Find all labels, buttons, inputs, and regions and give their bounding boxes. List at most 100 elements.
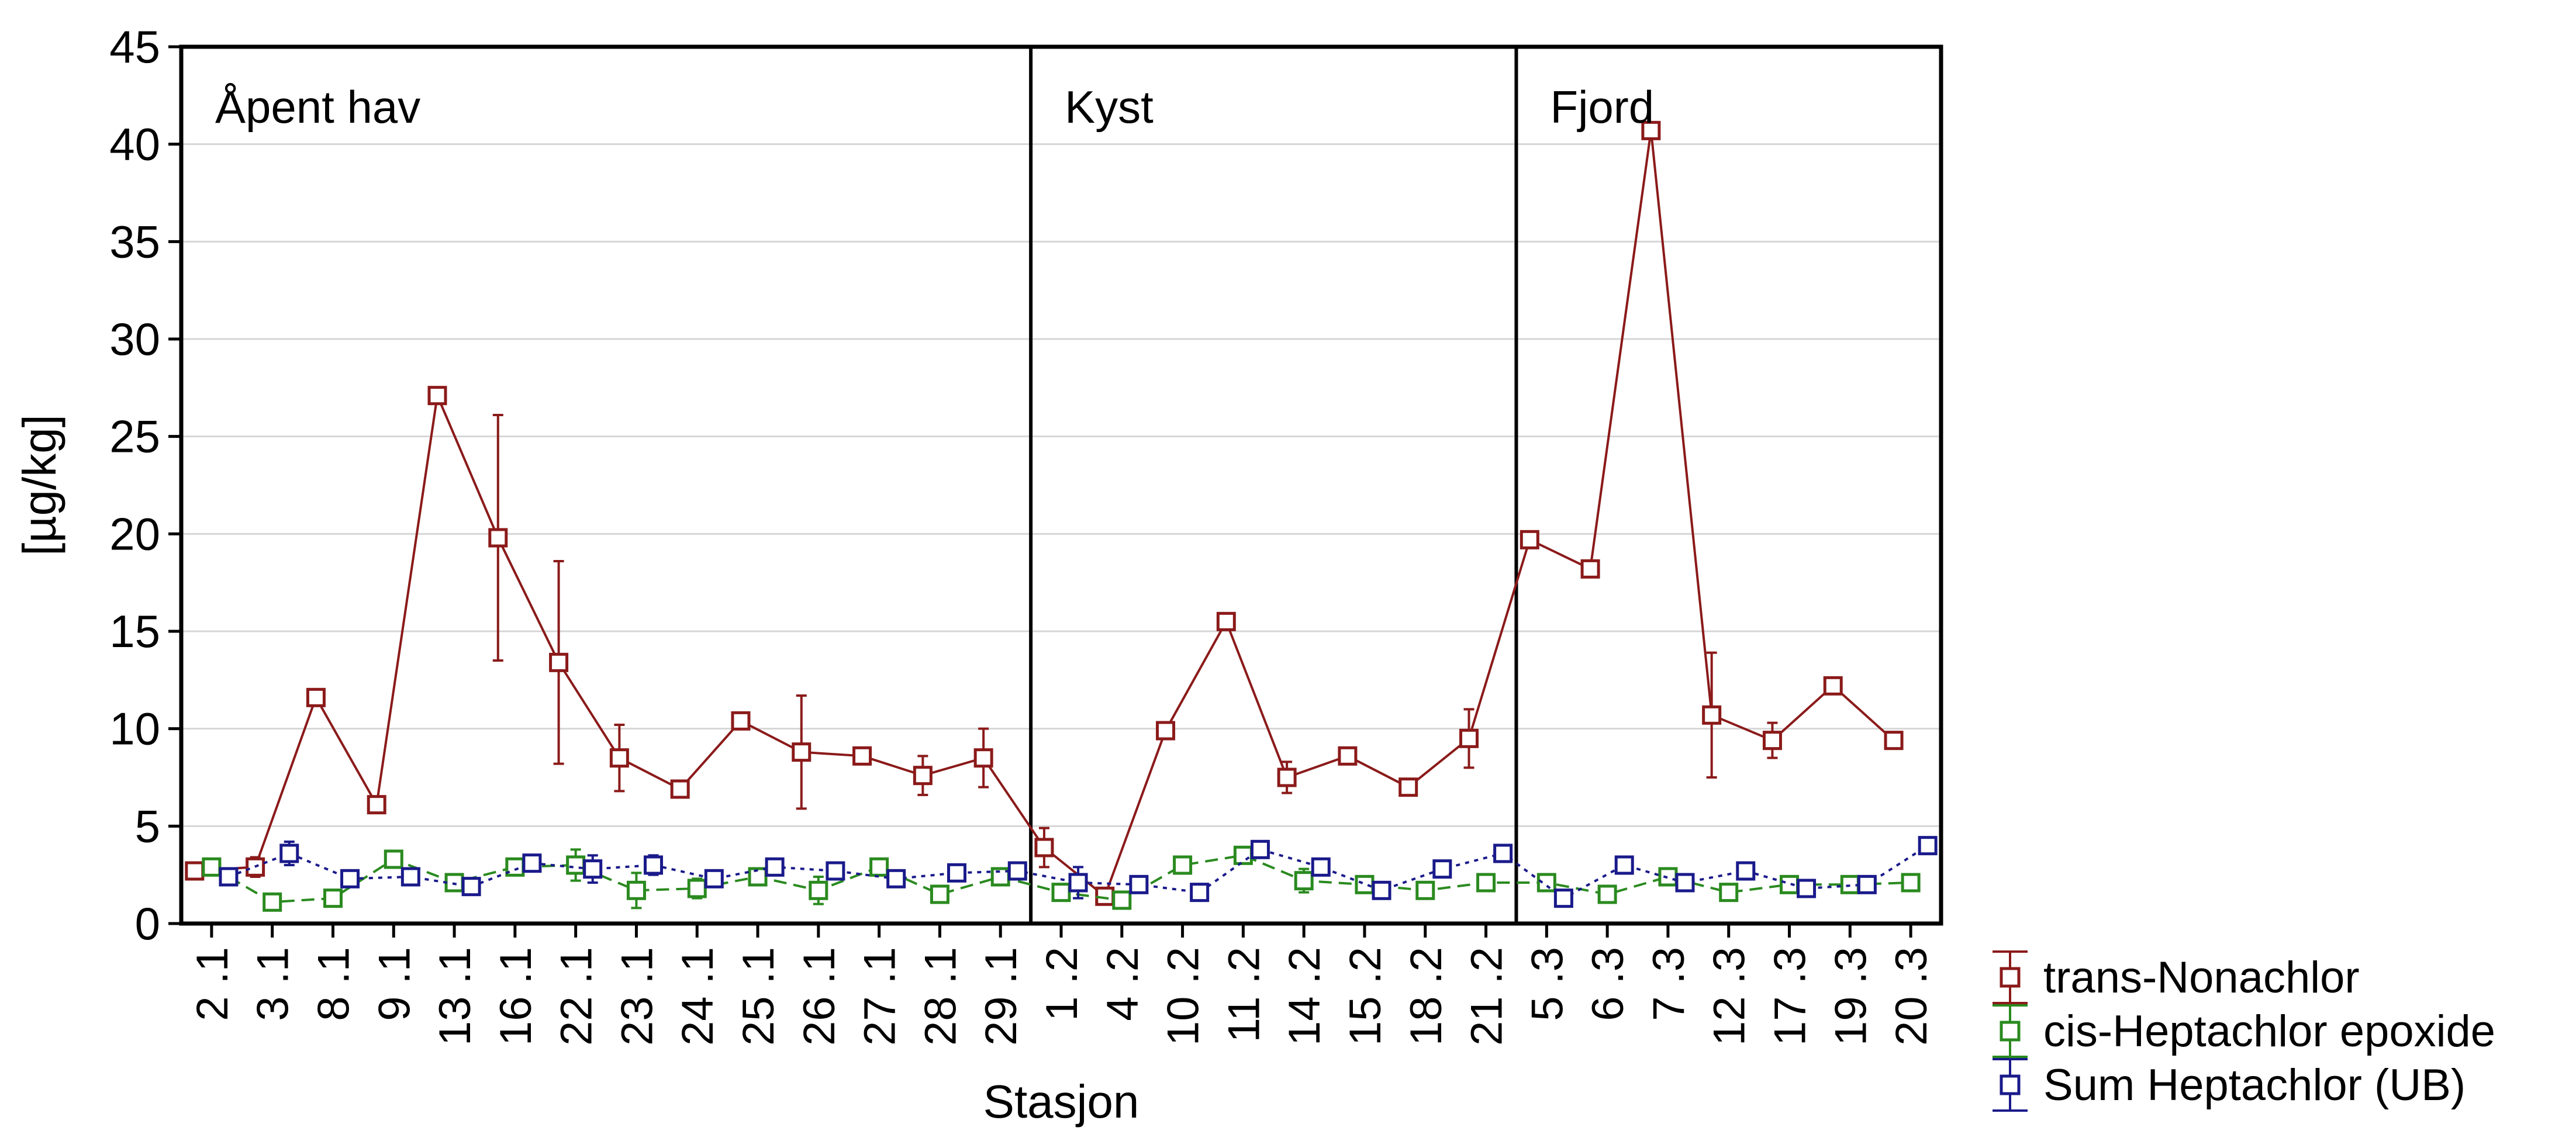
data-point: [1823, 676, 1843, 696]
data-point: [1338, 746, 1358, 766]
data-point: [609, 748, 629, 768]
data-point: [1051, 883, 1071, 903]
x-tick-label: 17 .3: [1766, 947, 1815, 1046]
data-point: [869, 857, 889, 877]
x-tick-label: 12 .3: [1705, 947, 1755, 1046]
region-label: Åpent hav: [215, 81, 420, 133]
x-tick-label: 26 .1: [795, 947, 844, 1046]
x-tick-label: 28 .1: [916, 947, 965, 1046]
y-tick-label: 30: [109, 313, 160, 365]
x-tick-label: 2 .1: [188, 947, 237, 1021]
x-tick-label: 25 .1: [734, 947, 783, 1046]
data-point: [1476, 873, 1496, 893]
y-tick-label: 15: [109, 606, 160, 657]
x-tick-label: 6 .3: [1583, 947, 1633, 1021]
data-point: [1918, 836, 1938, 856]
data-point: [1216, 611, 1236, 631]
data-point: [306, 687, 326, 707]
data-point: [947, 863, 966, 883]
x-tick-label: 16 .1: [491, 947, 541, 1046]
region-label: Kyst: [1065, 81, 1154, 133]
x-tick-label: 9 .1: [370, 947, 419, 1021]
data-point: [1129, 874, 1149, 894]
data-point: [886, 869, 906, 888]
data-point: [488, 528, 508, 548]
x-tick-label: 11 .2: [1219, 947, 1269, 1042]
y-tick-label: 20: [109, 508, 160, 559]
data-point: [1112, 890, 1132, 910]
data-point: [1658, 867, 1678, 887]
data-point: [1762, 731, 1782, 751]
x-tick-label: 14 .2: [1280, 947, 1330, 1046]
x-tick-label: 20 .3: [1887, 947, 1936, 1046]
data-point: [1553, 888, 1573, 908]
legend-marker: [2000, 1074, 2021, 1095]
data-point: [384, 849, 403, 869]
data-point: [1901, 873, 1921, 893]
data-point: [930, 884, 949, 904]
region-separators: [1029, 47, 1518, 924]
data-point: [1294, 871, 1314, 891]
region-label: Fjord: [1550, 81, 1654, 133]
data-point: [1614, 855, 1634, 875]
legend-marker: [2000, 1021, 2021, 1042]
data-point: [809, 880, 828, 900]
grid-lines: [181, 143, 1941, 827]
legend-label: Sum Heptachlor (UB): [2043, 1060, 2465, 1110]
data-point: [973, 748, 993, 768]
legend-label: cis-Heptachlor epoxide: [2043, 1007, 2495, 1056]
data-point: [1007, 861, 1027, 881]
data-point: [427, 386, 447, 406]
data-point: [185, 861, 205, 881]
data-point: [1311, 857, 1331, 877]
data-point: [367, 795, 386, 815]
x-tick-label: 19 .3: [1826, 947, 1876, 1046]
x-tick-label: 22 .1: [552, 947, 602, 1046]
data-point: [461, 877, 481, 897]
data-point: [1702, 705, 1722, 725]
data-point: [687, 879, 707, 898]
x-tick-label: 4 .2: [1098, 947, 1148, 1021]
region-labels: Åpent hav Kyst Fjord: [215, 81, 1654, 133]
data-point: [913, 766, 933, 786]
y-tick-label: 0: [135, 898, 160, 949]
x-tick-label: 10 .2: [1159, 947, 1208, 1046]
y-tick-label: 25: [109, 411, 160, 462]
data-point: [792, 742, 812, 762]
data-point: [1580, 559, 1600, 579]
y-tick-label: 5: [135, 800, 160, 852]
data-point: [1173, 855, 1193, 875]
x-axis: 2 .1 3 .1 8 .1 9 .1 13 .1 16 .1 22 .1 23 .1 24 .…: [188, 924, 1936, 1046]
legend-marker: [2000, 967, 2021, 988]
y-axis-title: [µg/kg]: [13, 414, 65, 556]
data-point: [1719, 883, 1739, 903]
y-tick-label: 45: [109, 21, 160, 72]
data-point: [583, 859, 603, 879]
data-point: [1399, 777, 1418, 797]
data-point: [1156, 721, 1176, 741]
data-point: [1277, 767, 1297, 787]
x-tick-label: 23 .1: [612, 947, 662, 1046]
data-point: [1597, 884, 1617, 904]
x-tick-label: 13 .1: [430, 947, 480, 1046]
data-point: [263, 892, 282, 912]
data-point: [1415, 880, 1435, 900]
data-point: [1432, 859, 1452, 879]
series-layer: [185, 120, 1938, 912]
data-point: [731, 711, 751, 731]
legend: trans-Nonachlor cis-Heptachlor epoxideSum…: [1993, 950, 2495, 1112]
data-point: [400, 867, 420, 887]
data-point: [1068, 873, 1088, 893]
y-tick-label: 10: [109, 703, 160, 755]
data-point: [626, 880, 646, 900]
y-tick-label: 35: [109, 216, 160, 267]
data-point: [202, 857, 222, 877]
x-tick-label: 5 .3: [1522, 947, 1572, 1021]
data-point: [1233, 845, 1253, 865]
data-point: [340, 869, 360, 888]
data-point: [1034, 838, 1054, 857]
series-group: [219, 836, 1938, 908]
data-point: [566, 855, 586, 875]
data-point: [1355, 874, 1375, 894]
